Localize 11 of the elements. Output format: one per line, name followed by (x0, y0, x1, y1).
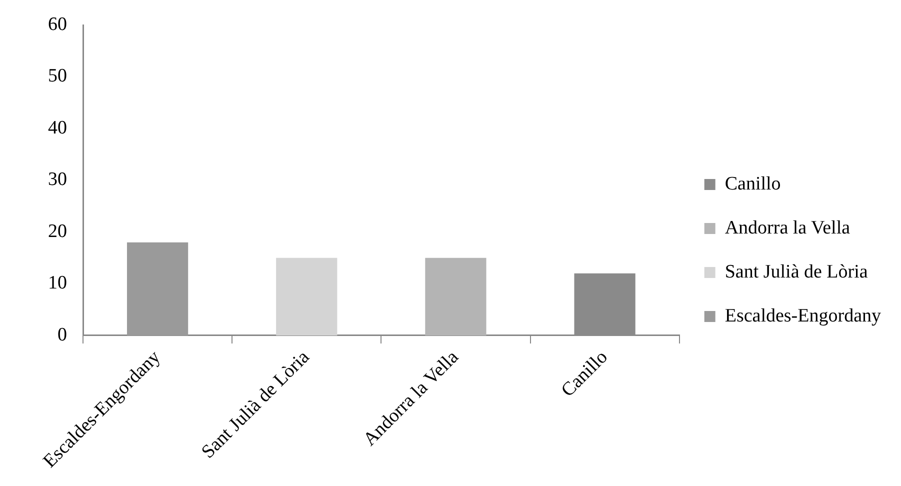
y-tick-label: 40 (48, 117, 67, 138)
legend-label: Escaldes-Engordany (724, 305, 882, 326)
y-tick-label: 50 (48, 66, 67, 87)
legend-label: Canillo (724, 173, 781, 194)
y-tick-label: 0 (58, 324, 67, 346)
legend-label: Andorra la Vella (724, 217, 851, 238)
y-tick-label: 20 (48, 220, 67, 242)
y-tick-label: 10 (48, 272, 67, 294)
y-tick-label: 60 (48, 14, 67, 35)
legend-label: Sant Julià de Lòria (724, 261, 868, 282)
y-tick-label: 30 (48, 169, 67, 190)
